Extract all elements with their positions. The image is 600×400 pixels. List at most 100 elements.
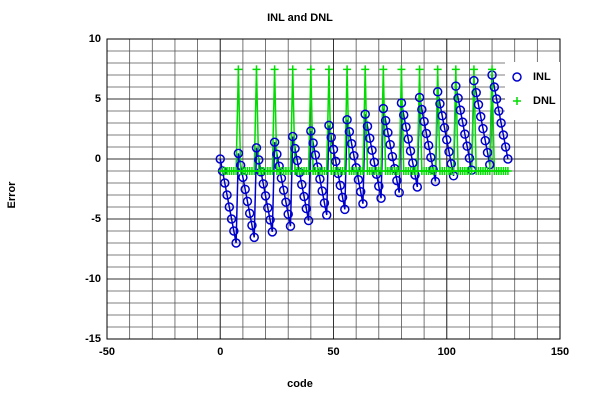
inl-marker <box>292 155 303 166</box>
inl-marker <box>328 144 339 155</box>
inl-marker <box>306 126 316 136</box>
inl-marker <box>462 141 472 151</box>
inl-marker <box>408 158 418 168</box>
inl-marker <box>337 192 348 203</box>
inl-marker <box>423 140 434 151</box>
dnl-marker <box>288 65 297 74</box>
inl-marker <box>471 87 481 98</box>
inl-marker <box>503 154 513 164</box>
x-tick-label: 50 <box>327 346 339 358</box>
inl-marker <box>398 110 409 120</box>
inl-marker <box>342 115 352 125</box>
dnl-marker <box>234 65 243 74</box>
inl-marker <box>260 191 271 201</box>
inl-marker <box>496 118 506 128</box>
inl-marker <box>489 82 500 92</box>
inl-marker <box>244 208 255 219</box>
inl-marker <box>315 174 325 184</box>
inl-marker <box>263 203 273 213</box>
inl-marker <box>247 220 257 231</box>
inl-marker <box>387 151 398 162</box>
inl-marker <box>290 143 300 154</box>
dnl-marker <box>361 65 370 74</box>
x-tick-label: -50 <box>99 346 115 358</box>
y-tick-label: -5 <box>91 213 101 225</box>
inl-marker <box>346 139 357 149</box>
x-tick-label: 100 <box>438 346 456 358</box>
x-tick-label: 150 <box>551 346 569 358</box>
inl-marker <box>358 199 368 209</box>
inl-marker <box>469 75 479 86</box>
legend-marker <box>512 72 522 82</box>
inl-marker <box>374 181 384 191</box>
inl-marker <box>242 196 253 207</box>
x-tick-label: 0 <box>217 346 223 358</box>
plot-frame <box>106 38 561 340</box>
inl-marker <box>319 198 330 208</box>
inl-marker <box>464 153 475 163</box>
inl-marker <box>403 134 413 144</box>
inl-marker <box>308 138 318 148</box>
dnl-marker <box>469 65 478 74</box>
inl-marker <box>251 143 262 153</box>
dnl-marker <box>343 65 352 74</box>
inl-marker <box>285 221 296 231</box>
inl-marker <box>364 133 375 143</box>
legend-box <box>505 62 560 120</box>
inl-marker <box>301 203 312 214</box>
inl-marker <box>272 149 282 159</box>
inl-marker <box>299 191 309 202</box>
legend-label: DNL <box>533 95 556 107</box>
inl-marker <box>378 103 389 114</box>
inl-marker <box>439 123 450 133</box>
y-axis-label: Error <box>6 181 18 209</box>
inl-marker <box>231 238 241 248</box>
inl-marker <box>326 132 336 143</box>
legend-marker <box>513 97 521 105</box>
inl-marker <box>498 130 509 140</box>
dnl-marker <box>503 167 512 175</box>
inl-marker <box>432 87 443 97</box>
inl-marker <box>229 226 239 236</box>
inl-marker <box>451 81 461 91</box>
inl-marker <box>460 129 470 139</box>
inl-marker <box>491 94 502 104</box>
dnl-marker <box>270 65 279 74</box>
inl-marker <box>475 111 486 122</box>
inl-marker <box>331 156 341 167</box>
y-tick-label: -10 <box>85 273 101 285</box>
series-line <box>219 74 509 244</box>
dnl-marker <box>415 65 424 74</box>
inl-marker <box>310 150 321 160</box>
inl-marker <box>385 139 395 150</box>
inl-marker <box>442 135 452 145</box>
inl-marker <box>220 178 230 188</box>
inl-marker <box>287 131 298 142</box>
inl-marker <box>353 175 364 185</box>
inl-marker <box>222 190 232 200</box>
inl-marker <box>435 99 445 109</box>
legend-label: INL <box>533 71 551 83</box>
inl-marker <box>380 115 391 126</box>
inl-marker <box>360 109 370 119</box>
inl-marker <box>297 179 307 190</box>
x-axis-label: code <box>287 378 313 390</box>
inl-marker <box>233 148 244 159</box>
inl-marker <box>283 209 293 219</box>
inl-marker <box>369 157 380 167</box>
inl-marker <box>267 227 278 237</box>
dnl-marker <box>488 65 497 74</box>
y-tick-label: 0 <box>95 153 101 165</box>
inl-marker <box>254 155 264 165</box>
inl-marker <box>473 99 484 110</box>
inl-marker <box>367 145 377 155</box>
inl-marker <box>426 152 436 163</box>
inl-marker <box>335 180 346 191</box>
dnl-marker <box>433 65 442 74</box>
inl-marker <box>278 185 289 195</box>
inl-marker <box>478 123 488 134</box>
y-tick-label: 5 <box>95 93 101 105</box>
inl-marker <box>324 120 334 131</box>
inl-marker <box>344 127 355 137</box>
